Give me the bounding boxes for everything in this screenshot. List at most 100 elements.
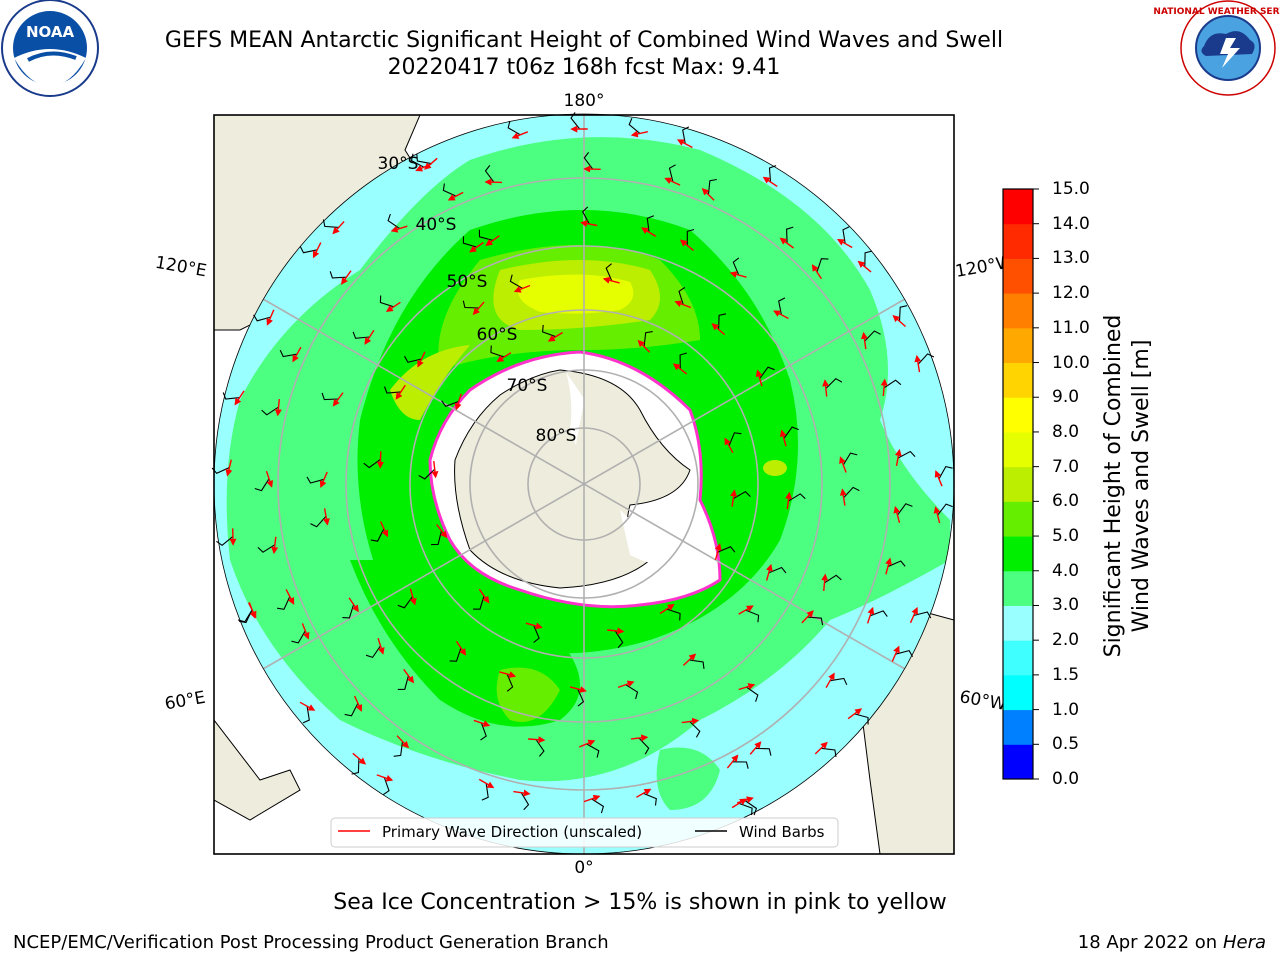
colorbar-segment: [1003, 709, 1033, 745]
legend-wind-barbs: Wind Barbs: [739, 823, 825, 841]
wave-direction-arrow: [885, 557, 892, 575]
run-host: Hera: [1222, 932, 1266, 953]
wave-direction-arrow: [839, 456, 847, 473]
wind-barb: [484, 165, 495, 183]
wave-direction-arrow: [676, 139, 693, 149]
wind-barb: [365, 645, 381, 659]
wind-barb: [441, 400, 459, 407]
lat-label-40s: 40°S: [416, 215, 457, 235]
wave-direction-arrow: [478, 588, 490, 604]
colorbar-segment: [1003, 640, 1033, 676]
colorbar-segment: [1003, 397, 1033, 433]
wave-direction-arrow: [637, 339, 651, 353]
wind-barb: [520, 792, 530, 811]
wave-direction-arrow: [738, 605, 754, 615]
wave-direction-arrow: [513, 789, 531, 797]
wave-direction-arrow: [364, 329, 375, 345]
wave-direction-arrow: [499, 671, 517, 679]
lon-label-60w: 60°W: [958, 687, 1008, 715]
wave-direction-arrow: [292, 346, 302, 363]
wave-direction-arrow: [473, 719, 491, 727]
wind-barb: [887, 560, 906, 568]
wave-direction-arrow: [234, 390, 245, 406]
wave-direction-arrow: [641, 227, 657, 237]
wave-direction-arrow: [469, 241, 484, 253]
wave-direction-arrow: [478, 778, 495, 789]
wave-direction-arrow: [472, 301, 485, 316]
wave-direction-arrow: [857, 260, 872, 273]
lat-label-70s: 70°S: [507, 376, 548, 396]
wave-direction-arrow: [274, 399, 282, 417]
wave-direction-arrow: [332, 392, 344, 407]
wind-barb: [689, 721, 701, 738]
wave-direction-arrow: [729, 271, 747, 278]
wave-direction-arrow: [894, 448, 902, 467]
colorbar-segment: [1003, 258, 1033, 294]
wave-direction-arrow: [353, 695, 363, 712]
wave-direction-arrow: [681, 717, 700, 725]
colorbar-tick-label: 15.0: [1052, 179, 1090, 199]
wave-direction-arrow: [785, 491, 793, 510]
nws-logo-icon: NATIONAL WEATHER SERVICE: [1153, 0, 1280, 96]
colorbar-tick-label: 0.5: [1052, 734, 1080, 755]
colorbar-tick-label: 13.0: [1052, 248, 1090, 269]
colorbar-tick-label: 8.0: [1052, 421, 1080, 442]
wave-direction-arrow: [580, 220, 598, 228]
wave-direction-arrow: [376, 451, 384, 469]
wind-barb: [254, 478, 270, 492]
colorbar-segment: [1003, 501, 1033, 537]
wave-direction-arrow: [332, 221, 345, 235]
wave-direction-arrow: [447, 191, 464, 201]
lon-label-120e: 120°E: [154, 253, 208, 282]
wave-direction-arrow: [377, 637, 385, 655]
wave-direction-arrow: [801, 610, 814, 624]
wave-direction-arrow: [617, 680, 635, 689]
wave-direction-arrow: [583, 794, 601, 803]
wind-barb: [897, 503, 913, 516]
wave-direction-arrow: [340, 270, 352, 285]
wave-direction-arrow: [892, 314, 906, 328]
wave-direction-arrow: [674, 300, 691, 309]
wave-direction-arrow: [424, 157, 438, 170]
wind-barb: [506, 673, 514, 692]
wave-direction-arrow: [247, 602, 257, 619]
wave-direction-arrow: [762, 176, 778, 187]
wave-direction-arrow: [299, 701, 316, 711]
nws-logo-text: NATIONAL WEATHER SERVICE: [1153, 7, 1280, 17]
map-border: [213, 114, 955, 855]
wind-barb: [583, 152, 594, 170]
colorbar-title-line1: Significant Height of Combined: [1101, 314, 1126, 658]
sea-ice-note: Sea Ice Concentration > 15% is shown in …: [333, 890, 947, 915]
wave-direction-arrow: [348, 597, 359, 613]
colorbar-tick-label: 3.0: [1052, 595, 1080, 616]
wind-barb: [883, 379, 902, 389]
wave-direction-arrow: [630, 130, 648, 138]
wave-direction-arrow: [301, 623, 310, 640]
wave-direction-arrow: [866, 606, 875, 624]
run-date: 18 Apr 2022 on Hera: [1078, 932, 1266, 953]
wave-direction-arrow: [225, 459, 233, 477]
wave-direction-arrow: [701, 188, 715, 201]
wind-barb: [759, 366, 775, 379]
wind-barb: [682, 126, 690, 144]
wind-barb: [678, 286, 686, 305]
wind-barb: [913, 611, 932, 619]
wind-barb: [842, 226, 850, 244]
wave-direction-arrow: [396, 735, 410, 749]
wave-direction-arrow: [322, 508, 330, 526]
colorbar-tick-label: 7.0: [1052, 456, 1080, 477]
wind-barb: [869, 610, 888, 617]
wave-direction-arrow: [312, 242, 322, 259]
lon-label-0: 0°: [574, 858, 593, 878]
wave-direction-arrow: [417, 351, 426, 368]
colorbar-frame: [1002, 188, 1034, 780]
lat-label-80s: 80°S: [536, 426, 577, 446]
wave-direction-arrow: [682, 653, 697, 666]
wave-direction-arrow: [724, 437, 734, 454]
colorbar-title: Significant Height of Combined Wind Wave…: [1100, 315, 1156, 658]
colorbar-tick-label: 6.0: [1052, 491, 1080, 512]
wave-direction-arrow: [880, 378, 888, 396]
wind-barb: [535, 739, 545, 757]
wind-barb: [788, 493, 806, 502]
